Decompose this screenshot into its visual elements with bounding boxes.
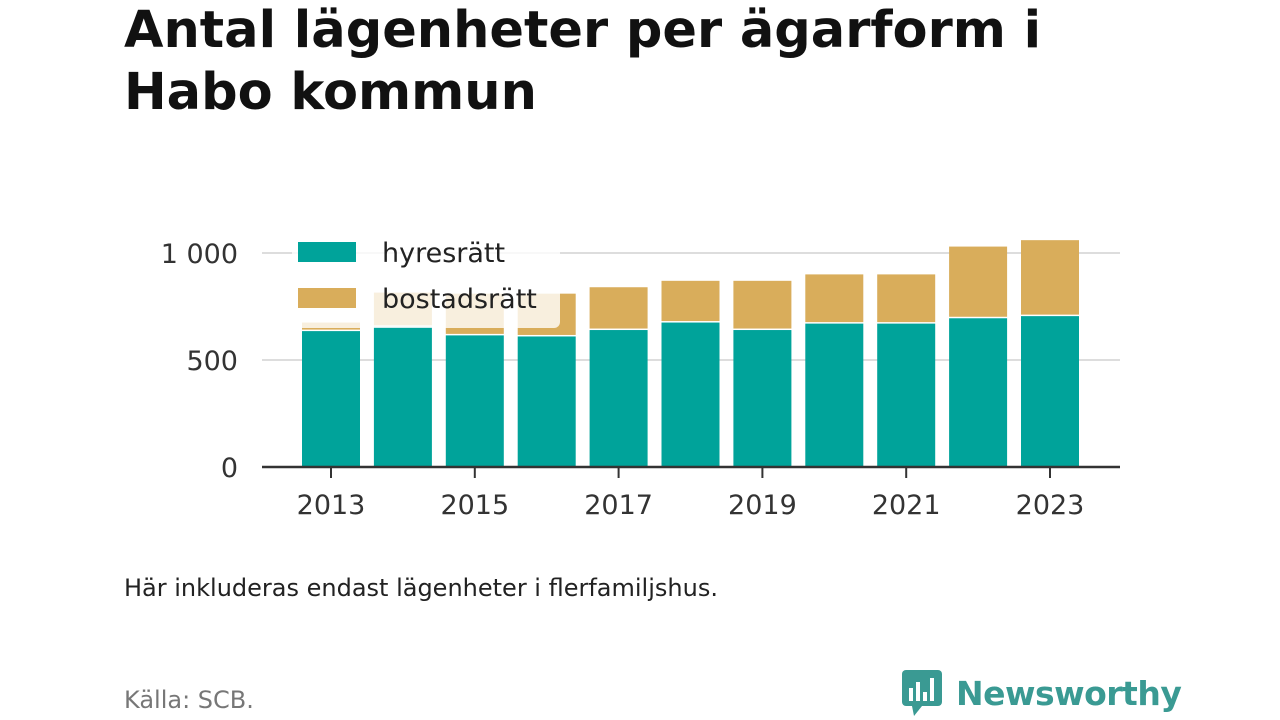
bar-bostadsratt-2021 — [877, 274, 936, 323]
legend-label-bostadsratt: bostadsrätt — [382, 284, 537, 315]
y-tick-label: 0 — [221, 453, 238, 484]
bar-hyresratt-2022 — [949, 318, 1008, 467]
chart-note: Här inkluderas endast lägenheter i flerf… — [124, 574, 718, 602]
y-tick-label: 500 — [186, 346, 238, 377]
bar-hyresratt-2013 — [302, 331, 360, 467]
chart-title: Antal lägenheter per ägarform i Habo kom… — [124, 1, 1042, 122]
legend-label-hyresratt: hyresrätt — [382, 238, 505, 269]
bar-hyresratt-2015 — [445, 335, 504, 467]
y-tick-label: 1 000 — [161, 239, 238, 270]
x-tick-label: 2021 — [872, 490, 941, 521]
bar-bostadsratt-2018 — [661, 280, 720, 322]
legend-box — [292, 228, 560, 328]
x-tick-label: 2013 — [297, 490, 366, 521]
x-tick-label: 2019 — [728, 490, 797, 521]
x-tick-label: 2015 — [440, 490, 509, 521]
x-tick-label: 2017 — [584, 490, 653, 521]
bar-bostadsratt-2019 — [733, 280, 792, 329]
bar-hyresratt-2017 — [589, 330, 648, 467]
x-tick-label: 2023 — [1016, 490, 1085, 521]
bar-bostadsratt-2023 — [1021, 240, 1079, 315]
bar-bostadsratt-2022 — [949, 246, 1008, 317]
bar-hyresratt-2016 — [517, 336, 576, 467]
bar-hyresratt-2023 — [1021, 316, 1079, 467]
bar-bostadsratt-2017 — [589, 287, 648, 329]
legend-swatch-hyresratt — [298, 242, 356, 262]
bar-hyresratt-2014 — [373, 326, 432, 467]
source-label: Källa: SCB. — [124, 686, 254, 714]
newsworthy-logo: Newsworthy — [900, 668, 1182, 718]
bar-hyresratt-2019 — [733, 330, 792, 467]
bar-bostadsratt-2020 — [805, 274, 864, 323]
bar-hyresratt-2020 — [805, 323, 864, 467]
legend-swatch-bostadsratt — [298, 288, 356, 308]
bar-chart-speech-bubble-icon — [902, 670, 942, 716]
bar-hyresratt-2018 — [661, 322, 720, 467]
bar-hyresratt-2021 — [877, 323, 936, 467]
brand-name: Newsworthy — [956, 673, 1182, 713]
